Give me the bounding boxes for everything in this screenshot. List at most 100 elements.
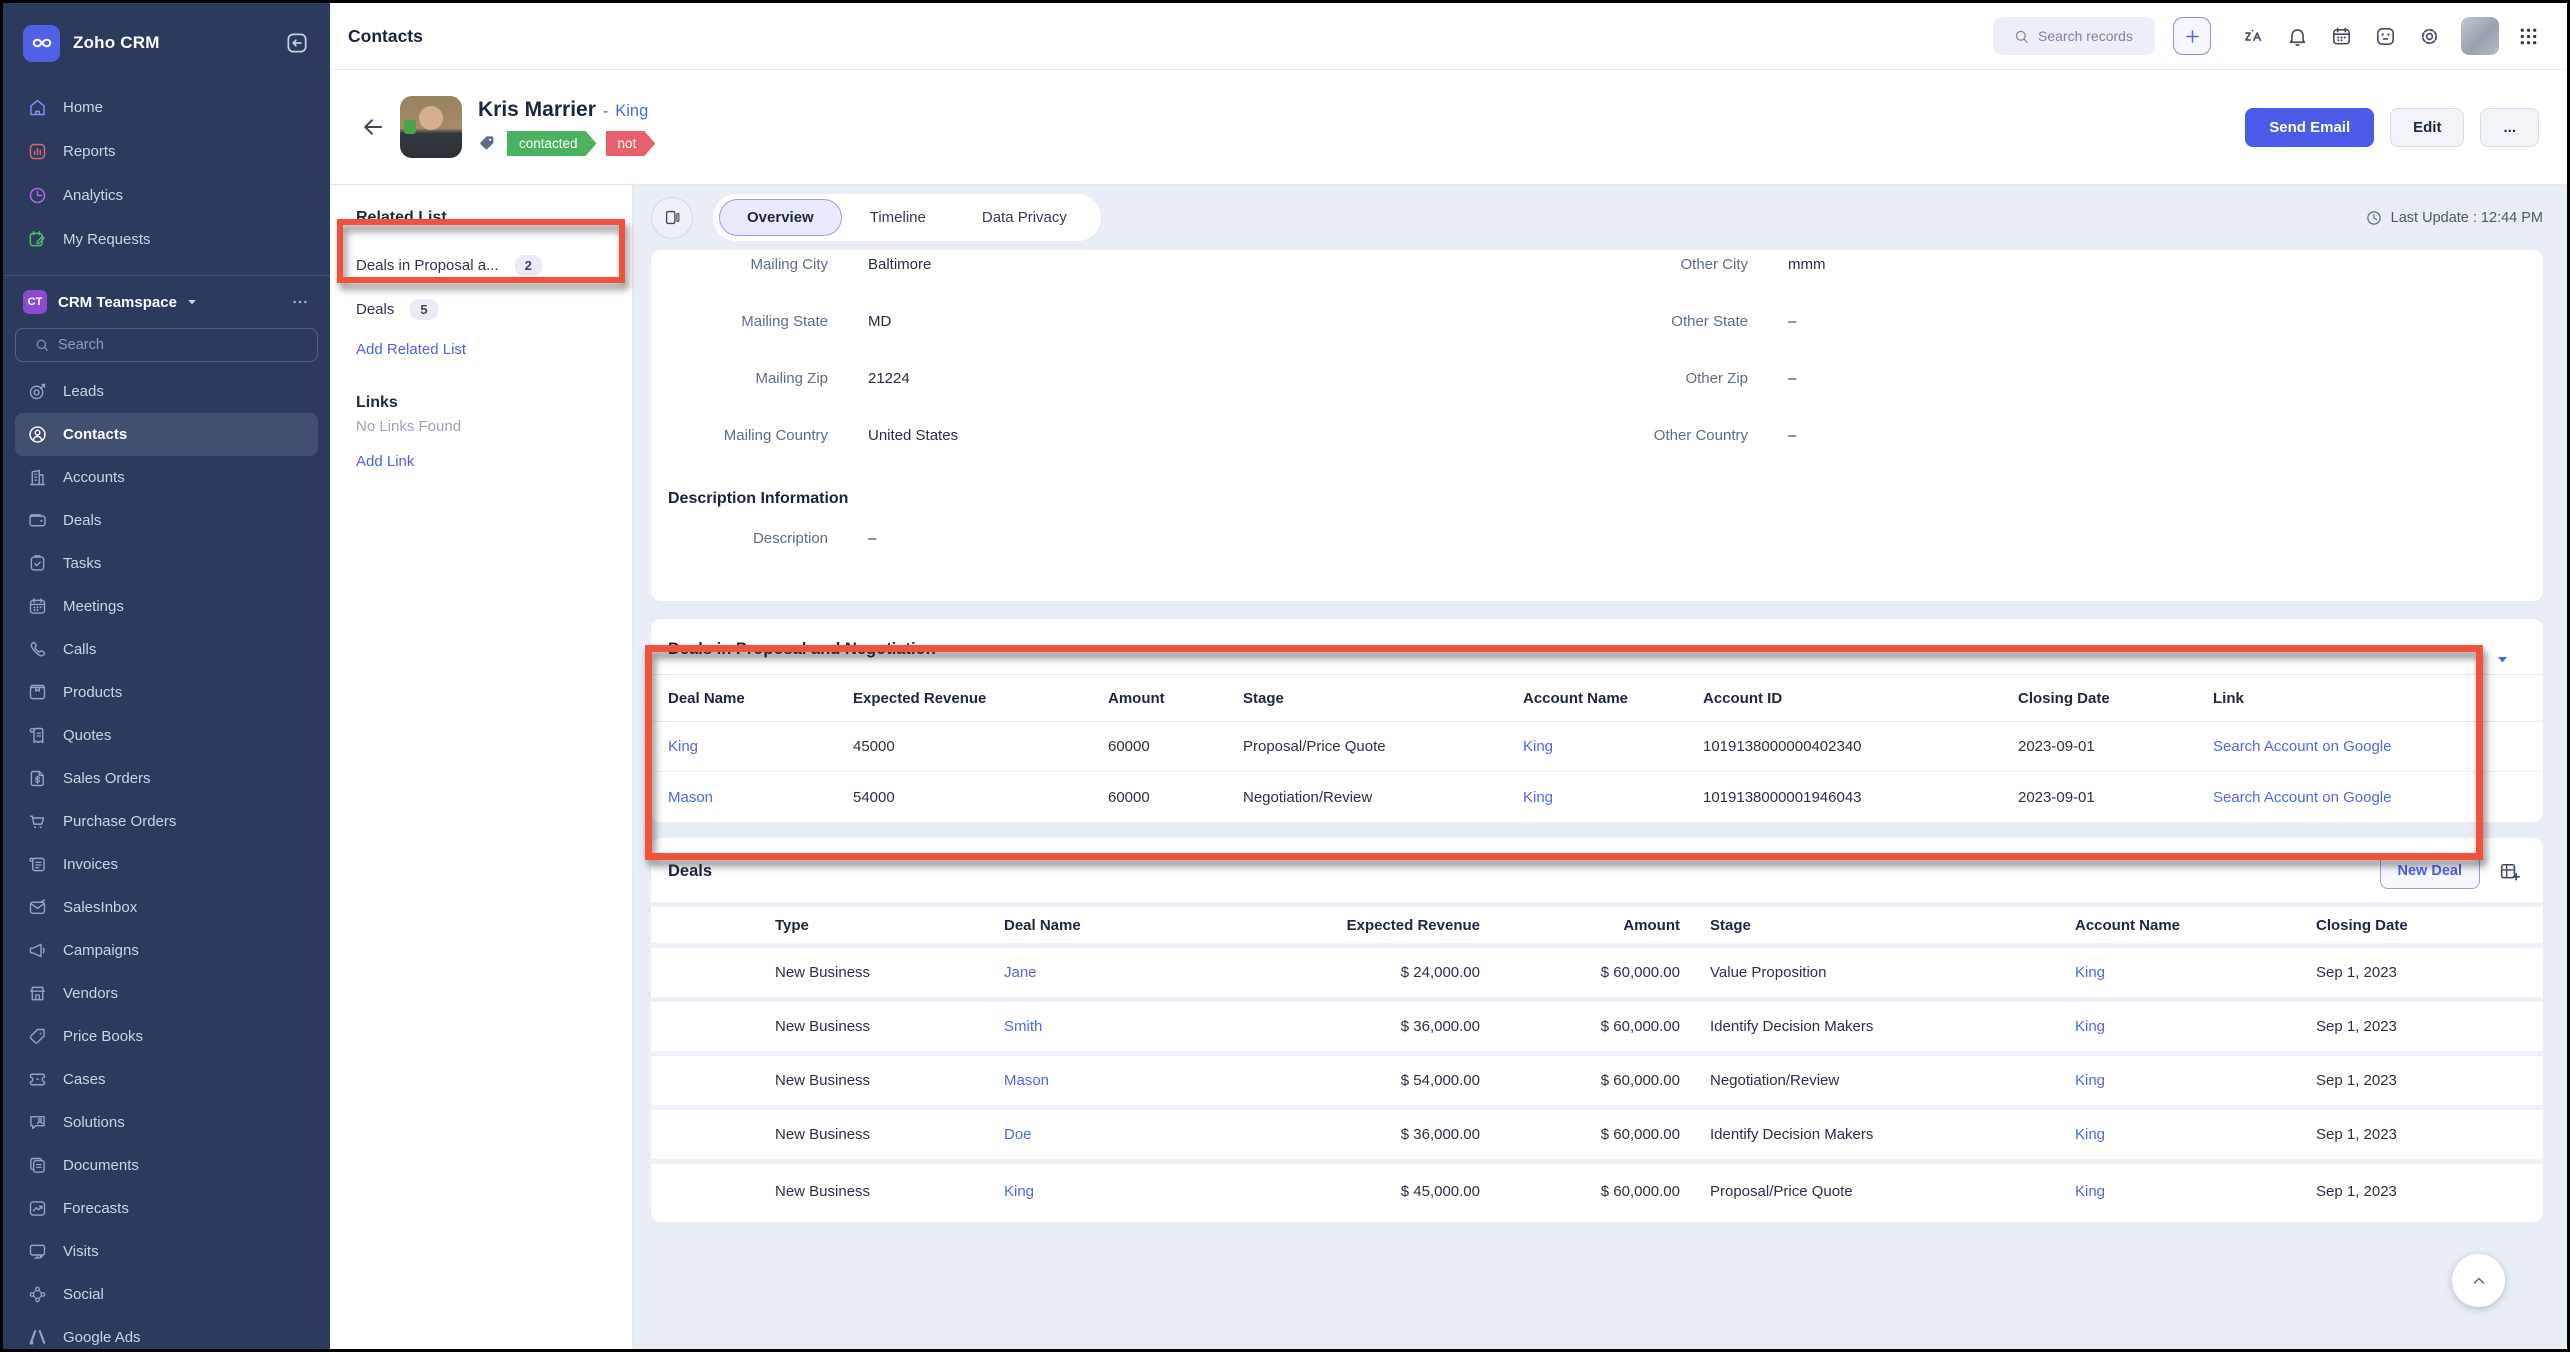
related-list-item[interactable]: Deals 5: [356, 287, 632, 331]
column-header[interactable]: Account Name: [1523, 689, 1629, 707]
sidebar-module-item[interactable]: Price Books: [15, 1015, 318, 1058]
cell-account-name[interactable]: King: [2075, 1126, 2106, 1143]
sidebar-module-item[interactable]: Purchase Orders: [15, 800, 318, 843]
sidebar-module-item[interactable]: Leads: [15, 370, 318, 413]
sidebar-module-item[interactable]: Cases: [15, 1058, 318, 1101]
tag-chip[interactable]: not: [606, 131, 656, 156]
sidebar-item[interactable]: Reports: [15, 129, 318, 173]
apps-grid-icon[interactable]: [2517, 25, 2539, 47]
sidebar-module-item[interactable]: Contacts: [15, 413, 318, 456]
search-icon: [34, 337, 50, 353]
bell-icon[interactable]: [2286, 25, 2309, 48]
tab[interactable]: Timeline: [869, 209, 926, 226]
column-header[interactable]: Deal Name: [1004, 916, 1081, 934]
sidebar-module-item[interactable]: Documents: [15, 1144, 318, 1187]
sidebar-module-item[interactable]: Tasks: [15, 542, 318, 585]
column-header[interactable]: Account ID: [1703, 689, 1783, 707]
edit-button[interactable]: Edit: [2390, 107, 2465, 147]
name-separator: -: [602, 103, 609, 120]
sidebar-module-item[interactable]: Invoices: [15, 843, 318, 886]
cell-deal-name[interactable]: Doe: [1004, 1126, 1032, 1143]
column-header[interactable]: Closing Date: [2316, 916, 2408, 934]
search-records-input[interactable]: Search records: [1993, 17, 2155, 55]
price-books-icon: [27, 1026, 48, 1047]
calendar-icon[interactable]: [2330, 25, 2353, 48]
sidebar-module-item[interactable]: Sales Orders: [15, 757, 318, 800]
sidebar-module-item[interactable]: Deals: [15, 499, 318, 542]
tab[interactable]: Overview: [719, 199, 842, 236]
sidebar-header: Zoho CRM: [3, 3, 330, 83]
sidebar-module-item[interactable]: Campaigns: [15, 929, 318, 972]
cell-deal-name[interactable]: King: [1004, 1182, 1035, 1200]
sidebar-module-item[interactable]: Google Ads: [15, 1316, 318, 1349]
sidebar-item[interactable]: Home: [15, 85, 318, 129]
user-avatar[interactable]: [2461, 17, 2499, 55]
sidebar-item[interactable]: My Requests: [15, 217, 318, 261]
teamspace-row[interactable]: CT CRM Teamspace: [3, 276, 330, 316]
column-header[interactable]: Amount: [1623, 916, 1680, 934]
sidebar-module-item[interactable]: Forecasts: [15, 1187, 318, 1230]
add-related-list-link[interactable]: Add Related List: [356, 341, 467, 358]
contacts-icon: [27, 424, 48, 445]
sidebar-search-input[interactable]: Search: [15, 328, 318, 362]
column-header[interactable]: Expected Revenue: [853, 689, 987, 707]
cell-account-name[interactable]: King: [2075, 1018, 2106, 1035]
sidebar-module-item[interactable]: Meetings: [15, 585, 318, 628]
cell-account-name[interactable]: King: [1523, 738, 1554, 755]
zia-icon[interactable]: [2242, 25, 2265, 48]
collapse-section-icon[interactable]: [2494, 651, 2511, 668]
sidebar-module-item[interactable]: Quotes: [15, 714, 318, 757]
cell-account-name[interactable]: King: [2075, 964, 2106, 981]
sidebar-module-item[interactable]: Social: [15, 1273, 318, 1316]
manage-columns-icon[interactable]: [2498, 860, 2521, 883]
deals-title: Deals: [668, 861, 713, 880]
chevron-down-icon[interactable]: [185, 295, 199, 309]
column-header[interactable]: Type: [775, 916, 809, 934]
cell-deal-name[interactable]: King: [668, 738, 699, 755]
column-header[interactable]: Amount: [1108, 689, 1165, 707]
tab[interactable]: Data Privacy: [981, 209, 1067, 226]
related-list-item[interactable]: Deals in Proposal a... 2: [356, 243, 632, 287]
tag-chip[interactable]: contacted: [507, 131, 597, 156]
cell-account-name[interactable]: King: [2075, 1072, 2106, 1089]
cell-deal-name[interactable]: Smith: [1004, 1018, 1043, 1035]
field-value: –: [1788, 370, 1797, 387]
send-email-button[interactable]: Send Email: [2245, 107, 2375, 147]
sidebar-collapse-icon[interactable]: [284, 30, 310, 56]
meetings-icon: [27, 596, 48, 617]
column-header[interactable]: Expected Revenue: [1346, 916, 1480, 934]
column-header[interactable]: Link: [2213, 689, 2244, 707]
more-options-icon[interactable]: [290, 292, 310, 312]
cell-google-search-link[interactable]: Search Account on Google: [2213, 738, 2392, 755]
add-link-link[interactable]: Add Link: [356, 453, 415, 470]
sidebar-module-item[interactable]: Accounts: [15, 456, 318, 499]
sidebar-module-item[interactable]: Visits: [15, 1230, 318, 1273]
business-card-view-button[interactable]: [651, 196, 693, 239]
back-arrow-icon[interactable]: [360, 114, 386, 140]
sidebar-item[interactable]: Analytics: [15, 173, 318, 217]
sidebar-module-item[interactable]: Vendors: [15, 972, 318, 1015]
new-deal-button[interactable]: New Deal: [2379, 853, 2480, 889]
column-header[interactable]: Closing Date: [2018, 689, 2110, 707]
sidebar-module-item[interactable]: Solutions: [15, 1101, 318, 1144]
column-header[interactable]: Stage: [1710, 916, 1751, 934]
cell-deal-name[interactable]: Mason: [1004, 1072, 1050, 1089]
feedback-icon[interactable]: [2374, 25, 2397, 48]
contact-account-link[interactable]: King: [615, 102, 649, 120]
cell-google-search-link[interactable]: Search Account on Google: [2213, 788, 2392, 806]
cell-deal-name[interactable]: Mason: [668, 788, 714, 806]
column-header[interactable]: Deal Name: [668, 689, 745, 707]
scroll-to-top-button[interactable]: [2452, 1254, 2505, 1307]
cell-deal-name[interactable]: Jane: [1004, 964, 1037, 981]
cell-account-name[interactable]: King: [2075, 1182, 2106, 1200]
sidebar-module-item[interactable]: Calls: [15, 628, 318, 671]
contact-avatar[interactable]: [400, 96, 462, 158]
more-actions-button[interactable]: ...: [2480, 107, 2539, 147]
gear-icon[interactable]: [2418, 25, 2441, 48]
sidebar-module-item[interactable]: SalesInbox: [15, 886, 318, 929]
column-header[interactable]: Stage: [1243, 689, 1284, 707]
create-record-button[interactable]: [2173, 17, 2211, 55]
cell-account-name[interactable]: King: [1523, 788, 1554, 806]
sidebar-module-item[interactable]: Products: [15, 671, 318, 714]
column-header[interactable]: Account Name: [2075, 916, 2181, 934]
